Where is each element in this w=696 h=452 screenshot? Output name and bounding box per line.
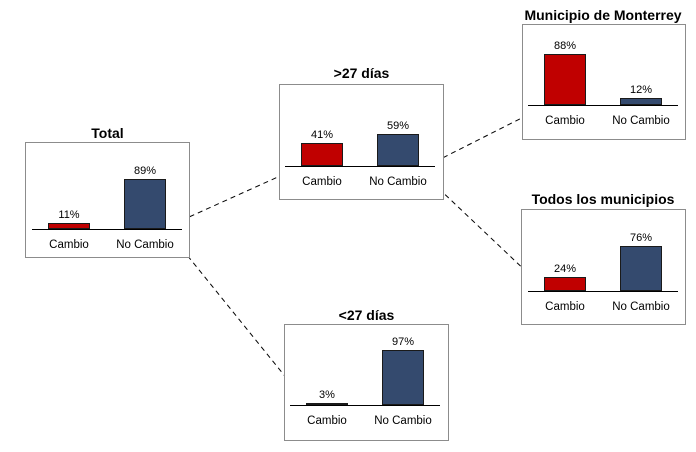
bar-monterrey-no-cambio xyxy=(620,98,662,105)
category-label-total-1: No Cambio xyxy=(116,239,174,251)
bar-gt27-no-cambio xyxy=(377,134,419,166)
category-label-gt27-0: Cambio xyxy=(302,176,342,188)
category-label-lt27-0: Cambio xyxy=(307,415,347,427)
plot-monterrey: 88% Cambio 12% No Cambio xyxy=(528,31,678,127)
baseline-gt27 xyxy=(285,166,435,167)
value-label-gt27-0: 41% xyxy=(310,129,334,141)
node-title-todos: Todos los municipios xyxy=(531,191,675,207)
bar-lt27-no-cambio xyxy=(382,350,424,405)
node-box-monterrey: 88% Cambio 12% No Cambio xyxy=(522,24,686,140)
node-title-monterrey: Municipio de Monterrey xyxy=(524,7,682,23)
plot-todos: 24% Cambio 76% No Cambio xyxy=(528,216,678,313)
node-box-todos: 24% Cambio 76% No Cambio xyxy=(521,209,686,325)
bar-total-cambio xyxy=(48,223,90,229)
bar-todos-cambio xyxy=(544,277,586,291)
value-label-total-0: 11% xyxy=(58,209,80,221)
value-label-total-1: 89% xyxy=(133,165,157,177)
node-title-gt27: >27 días xyxy=(333,65,390,81)
baseline-total xyxy=(32,229,182,230)
bar-lt27-cambio xyxy=(306,403,348,405)
value-label-todos-1: 76% xyxy=(629,232,653,244)
category-label-total-0: Cambio xyxy=(49,239,89,251)
category-label-todos-0: Cambio xyxy=(545,301,585,313)
node-title-total: Total xyxy=(91,125,124,141)
node-box-total: 11% Cambio 89% No Cambio xyxy=(25,142,190,258)
baseline-monterrey xyxy=(528,105,678,106)
category-label-monterrey-1: No Cambio xyxy=(612,115,670,127)
category-label-gt27-1: No Cambio xyxy=(369,176,427,188)
node-box-lt27: 3% Cambio 97% No Cambio xyxy=(284,324,449,441)
bar-total-no-cambio xyxy=(124,179,166,229)
plot-lt27: 3% Cambio 97% No Cambio xyxy=(290,332,440,427)
category-label-todos-1: No Cambio xyxy=(612,301,670,313)
value-label-todos-0: 24% xyxy=(553,263,577,275)
plot-gt27: 41% Cambio 59% No Cambio xyxy=(285,95,435,188)
value-label-monterrey-1: 12% xyxy=(629,84,653,96)
node-title-lt27: <27 días xyxy=(338,307,395,323)
bar-todos-no-cambio xyxy=(620,246,662,291)
bar-gt27-cambio xyxy=(301,143,343,166)
value-label-monterrey-0: 88% xyxy=(553,40,577,52)
value-label-lt27-1: 97% xyxy=(391,336,415,348)
bar-monterrey-cambio xyxy=(544,54,586,105)
category-label-lt27-1: No Cambio xyxy=(374,415,432,427)
baseline-lt27 xyxy=(290,405,440,406)
plot-total: 11% Cambio 89% No Cambio xyxy=(32,157,182,251)
baseline-todos xyxy=(528,291,678,292)
category-label-monterrey-0: Cambio xyxy=(545,115,585,127)
value-label-lt27-0: 3% xyxy=(319,389,335,401)
value-label-gt27-1: 59% xyxy=(386,120,410,132)
node-box-gt27: 41% Cambio 59% No Cambio xyxy=(279,84,444,200)
